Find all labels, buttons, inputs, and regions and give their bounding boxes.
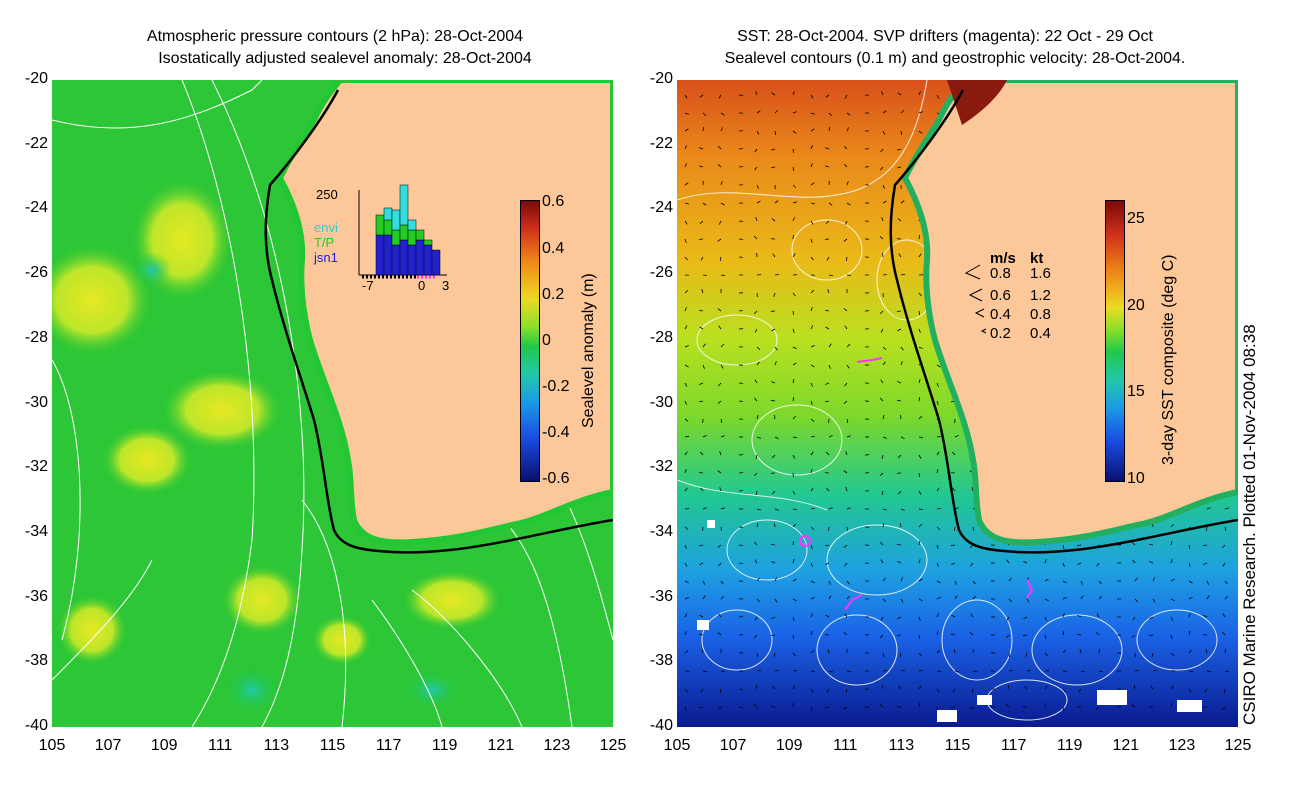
left-x-tick: 113 (263, 737, 290, 754)
right-cbar-tick-10: 10 (1127, 470, 1145, 487)
left-y-tick: -20 (24, 70, 48, 87)
right-y-tick: -26 (649, 264, 673, 282)
velocity-legend-header-ms: m/s (990, 250, 1016, 267)
left-x-tick: 125 (599, 737, 627, 754)
left-x-tick: 115 (319, 737, 346, 754)
left-y-tick: -34 (24, 522, 48, 540)
right-x-tick: 113 (888, 737, 915, 754)
left-y-tick: -24 (24, 199, 48, 217)
left-x-tick: 117 (375, 737, 402, 754)
right-x-tick: 121 (1112, 737, 1140, 754)
velocity-legend-row4-kt: 0.4 (1030, 325, 1051, 342)
right-x-tick: 125 (1224, 737, 1252, 754)
right-map (677, 80, 1238, 727)
right-map-svg (677, 80, 1238, 727)
right-x-tick: 115 (944, 737, 971, 754)
right-y-tick: -34 (649, 522, 673, 540)
right-y-tick: -20 (649, 70, 673, 87)
left-map (52, 80, 613, 727)
right-title-line2: Sealevel contours (0.1 m) and geostrophi… (724, 50, 1186, 67)
cloud-gaps (697, 520, 1202, 722)
right-x-tick: 119 (1056, 737, 1083, 754)
inset-legend-tp: T/P (314, 235, 335, 250)
left-cbar-tick-neg0.4: -0.4 (542, 424, 570, 441)
right-colorbar (1105, 200, 1125, 482)
right-shelf-line (889, 89, 1238, 554)
right-x-tick: 109 (775, 737, 803, 754)
inset-x-label-zero: 0 (418, 278, 426, 293)
left-x-tick: 123 (543, 737, 571, 754)
velocity-legend-row3-ms: 0.4 (990, 306, 1011, 323)
left-x-tick: 121 (487, 737, 515, 754)
left-title-line1: Atmospheric pressure contours (2 hPa): 2… (146, 28, 524, 45)
pressure-contours (52, 80, 613, 727)
left-x-tick: 109 (150, 737, 178, 754)
left-x-tick: 105 (38, 737, 66, 754)
left-colorbar-label: Sealevel anomaly (m) (580, 273, 597, 428)
inset-histogram (358, 184, 447, 279)
credit-text: CSIRO Marine Research. Plotted 01-Nov-20… (1240, 324, 1259, 725)
inset-x-label-min: -7 (362, 278, 374, 293)
left-cbar-tick-neg0.2: -0.2 (542, 378, 570, 395)
velocity-legend-row2-kt: 1.2 (1030, 287, 1051, 304)
right-x-tick: 105 (663, 737, 691, 754)
right-cbar-tick-25: 25 (1127, 210, 1145, 227)
left-y-tick: -38 (24, 652, 48, 670)
left-y-tick: -40 (24, 717, 48, 734)
right-cbar-tick-20: 20 (1127, 297, 1145, 314)
inset-legend-envi: envi (314, 220, 338, 235)
left-y-tick: -30 (24, 393, 48, 411)
left-cbar-tick-0.6: 0.6 (542, 193, 565, 210)
right-y-tick: -40 (649, 717, 673, 734)
velocity-legend-row3-kt: 0.8 (1030, 306, 1051, 323)
left-cbar-tick-0.2: 0.2 (542, 286, 565, 303)
right-title-line1: SST: 28-Oct-2004. SVP drifters (magenta)… (737, 28, 1153, 45)
svp-drifter-tracks (799, 357, 1034, 611)
right-y-tick: -24 (649, 199, 673, 217)
inset-x-label-max: 3 (442, 278, 450, 293)
right-x-tick: 123 (1168, 737, 1196, 754)
left-y-tick: -22 (24, 134, 48, 152)
inset-ymax-label: 250 (316, 187, 338, 202)
left-y-tick: -28 (24, 328, 48, 346)
inset-legend-jsn1: jsn1 (314, 250, 338, 265)
right-x-tick: 107 (719, 737, 747, 754)
right-x-tick: 117 (1000, 737, 1027, 754)
left-y-tick: -26 (24, 264, 48, 282)
left-cbar-tick-0: 0 (542, 332, 551, 349)
right-y-tick: -30 (649, 393, 673, 411)
right-colorbar-label: 3-day SST composite (deg C) (1160, 254, 1177, 465)
right-y-tick: -22 (649, 134, 673, 152)
velocity-legend-row4-ms: 0.2 (990, 325, 1011, 342)
left-x-tick: 119 (431, 737, 458, 754)
left-x-tick: 111 (208, 737, 233, 754)
right-y-tick: -36 (649, 587, 673, 605)
velocity-legend-row2-ms: 0.6 (990, 287, 1011, 304)
left-title-line2: Isostatically adjusted sealevel anomaly:… (158, 50, 532, 67)
right-y-tick: -28 (649, 328, 673, 346)
left-map-svg (52, 80, 613, 727)
left-y-tick: -32 (24, 458, 48, 476)
right-cbar-tick-15: 15 (1127, 383, 1145, 400)
left-colorbar (520, 200, 540, 482)
right-y-tick: -38 (649, 652, 673, 670)
right-x-tick: 111 (833, 737, 858, 754)
velocity-legend-row1-ms: 0.8 (990, 265, 1011, 282)
velocity-legend-header-kt: kt (1030, 250, 1044, 267)
right-y-tick: -32 (649, 458, 673, 476)
left-cbar-tick-neg0.6: -0.6 (542, 470, 570, 487)
left-x-tick: 107 (94, 737, 122, 754)
left-shelf-line (264, 89, 613, 554)
velocity-legend-arrows (964, 264, 987, 334)
velocity-legend-row1-kt: 1.6 (1030, 265, 1051, 282)
left-y-tick: -36 (24, 587, 48, 605)
left-cbar-tick-0.4: 0.4 (542, 240, 565, 257)
